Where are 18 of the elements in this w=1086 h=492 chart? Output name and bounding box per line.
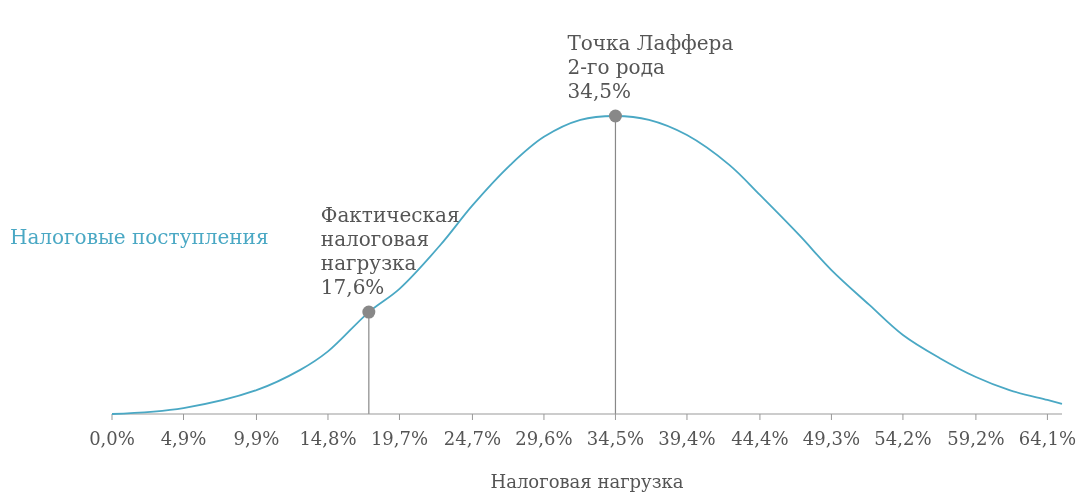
annotation: Фактическая налоговая нагрузка 17,6%: [320, 203, 460, 300]
x-tick-label: 34,5%: [586, 428, 645, 449]
text: Налоговые поступления: [10, 224, 269, 249]
x-tick-label: 44,4%: [731, 428, 789, 449]
x-axis-title: Налоговая нагрузка: [490, 471, 684, 492]
x-tick-label: 24,7%: [443, 428, 502, 449]
x-tick-label: 0,0%: [89, 428, 135, 449]
x-tick-label: 19,7%: [370, 428, 429, 449]
x-tick-label: 54,2%: [874, 428, 932, 449]
x-tick-label: 39,4%: [658, 428, 716, 449]
annotation: Точка Лаффера 2-го рода 34,5%: [567, 31, 734, 103]
x-tick-label: 29,6%: [515, 428, 573, 449]
x-tick-label: 64,1%: [1018, 428, 1076, 449]
x-tick-label: 49,3%: [802, 428, 861, 449]
x-tick-label: 4,9%: [160, 428, 207, 449]
x-tick-label: 59,2%: [947, 428, 1005, 449]
x-tick-label: 14,8%: [299, 428, 357, 449]
x-tick-label: 9,9%: [233, 428, 280, 449]
